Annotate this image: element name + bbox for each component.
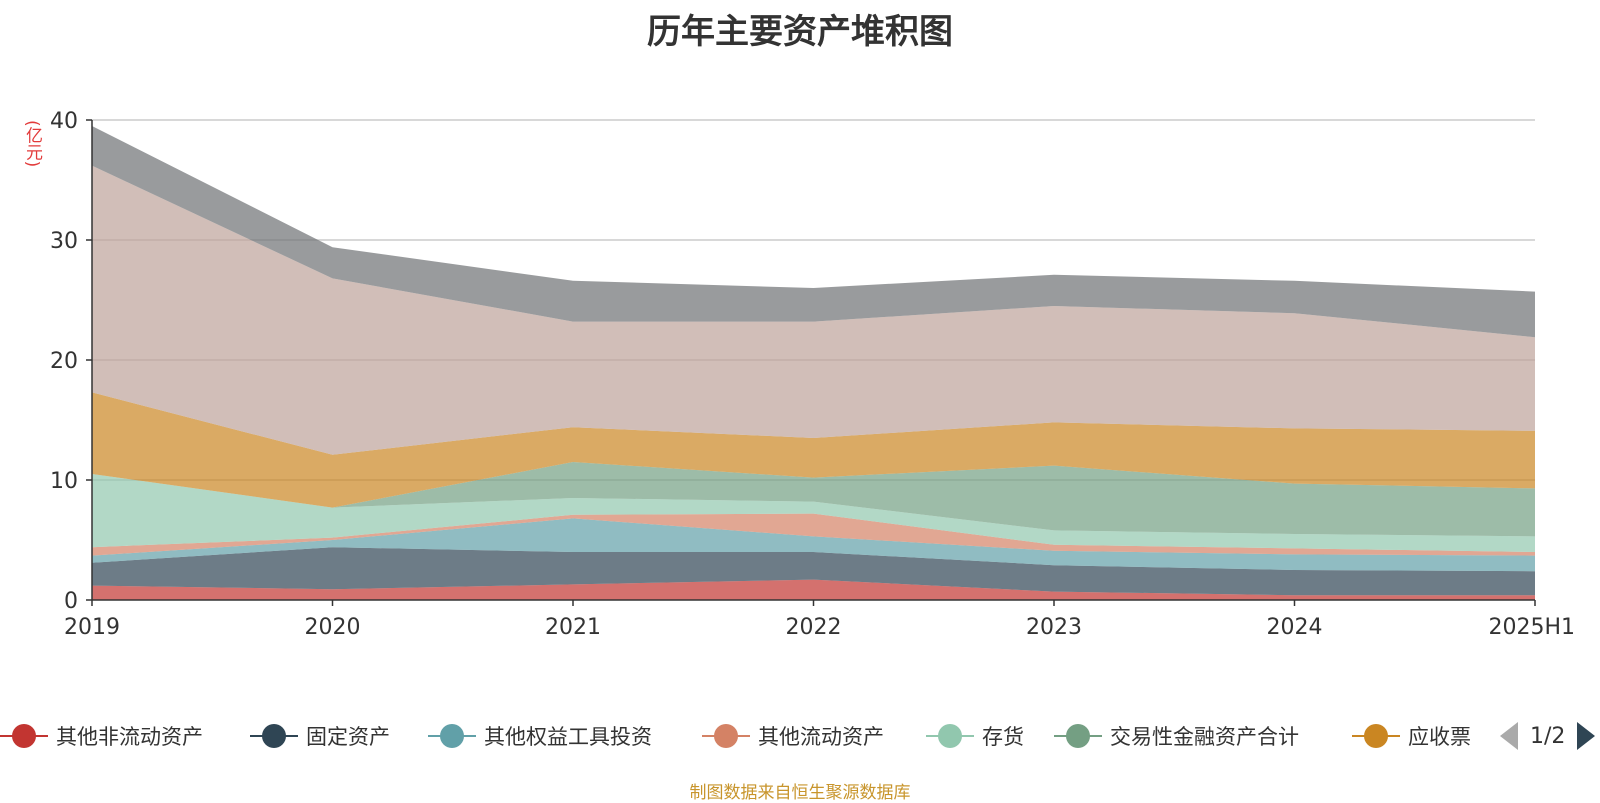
area-series-5 xyxy=(92,462,1535,537)
chart-title: 历年主要资产堆积图 xyxy=(647,12,953,52)
area-series-1 xyxy=(92,547,1535,596)
legend-label: 存货 xyxy=(982,725,1024,749)
data-source-note: 制图数据来自恒生聚源数据库 xyxy=(689,783,911,803)
legend-page-indicator: 1/2 xyxy=(1530,723,1566,749)
legend-marker-icon xyxy=(0,721,48,751)
legend-item[interactable]: 其他流动资产 xyxy=(702,718,884,754)
tick-labels: 0 10 20 30 40 2019 2020 2021 2022 2023 2024 2025H1 xyxy=(50,109,1575,640)
stacked-area-chart: 0 10 20 30 40 2019 2020 2021 2022 2023 2024 2025H1 xyxy=(50,109,1575,640)
legend-pager: 1/2 xyxy=(1500,718,1596,754)
legend-prev-page-icon[interactable] xyxy=(1500,722,1518,750)
x-tick-label: 2019 xyxy=(64,615,120,640)
y-tick-label: 40 xyxy=(50,109,78,134)
area-series-8 xyxy=(92,126,1535,338)
x-tick-label: 2024 xyxy=(1267,615,1323,640)
x-tick-label: 2023 xyxy=(1026,615,1082,640)
legend-item[interactable]: 固定资产 xyxy=(250,718,390,754)
area-series-0 xyxy=(92,579,1535,600)
x-tick-label: 2020 xyxy=(305,615,361,640)
area-series-3 xyxy=(92,513,1535,556)
legend-label: 其他流动资产 xyxy=(758,725,884,749)
area-series-6 xyxy=(92,392,1535,508)
legend-label: 应收票 xyxy=(1408,725,1471,749)
legend-item[interactable]: 存货 xyxy=(926,718,1024,754)
legend-item[interactable]: 其他非流动资产 xyxy=(0,718,203,754)
legend-marker-icon xyxy=(926,721,974,751)
x-tick-label: 2021 xyxy=(545,615,601,640)
legend-next-page-icon[interactable] xyxy=(1577,722,1596,750)
legend-marker-icon xyxy=(1352,721,1400,751)
y-tick-label: 10 xyxy=(50,469,78,494)
legend-item[interactable]: 其他权益工具投资 xyxy=(428,718,652,754)
legend-label: 交易性金融资产合计 xyxy=(1110,725,1299,749)
y-tick-label: 20 xyxy=(50,349,78,374)
y-tick-label: 30 xyxy=(50,229,78,254)
legend-marker-icon xyxy=(702,721,750,751)
area-series-7 xyxy=(92,165,1535,455)
legend-item[interactable]: 应收票 xyxy=(1352,718,1471,754)
y-axis-unit-label: (亿元) xyxy=(22,120,42,168)
legend-marker-icon xyxy=(250,721,298,751)
legend: 其他非流动资产 固定资产 其他权益工具投资 其他流动资产 存货 交易性金融资产合计 应收票 xyxy=(0,718,1600,754)
area-series-4 xyxy=(92,474,1535,552)
legend-marker-icon xyxy=(428,721,476,751)
y-tick-label: 0 xyxy=(64,589,78,614)
area-series-2 xyxy=(92,518,1535,572)
area-series xyxy=(92,126,1535,600)
legend-label: 固定资产 xyxy=(306,725,390,749)
legend-label: 其他非流动资产 xyxy=(56,725,203,749)
legend-label: 其他权益工具投资 xyxy=(484,725,652,749)
legend-item[interactable]: 交易性金融资产合计 xyxy=(1054,718,1299,754)
legend-marker-icon xyxy=(1054,721,1102,751)
x-tick-label: 2022 xyxy=(786,615,842,640)
x-tick-label: 2025H1 xyxy=(1488,615,1575,640)
